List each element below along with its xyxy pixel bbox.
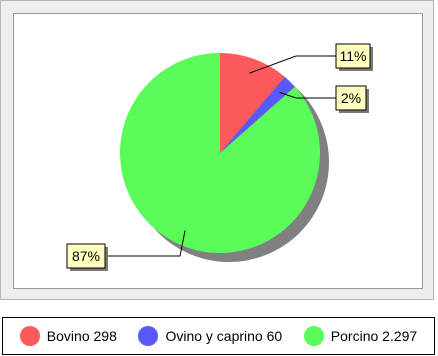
legend-value-ovino: 60 — [266, 328, 283, 344]
legend-item-ovino: Ovino y caprino 60 — [138, 326, 282, 346]
pie-slice-1 — [220, 76, 295, 153]
legend-swatch-ovino — [138, 326, 159, 346]
legend-label-bovino: Bovino — [46, 328, 90, 344]
percent-label-2: 87% — [72, 248, 100, 264]
legend-item-porcino: Porcino 2.297 — [303, 326, 418, 346]
callout-line-2 — [105, 230, 186, 257]
callout-line-0 — [249, 55, 336, 74]
legend-value-porcino: 2.297 — [382, 328, 418, 344]
legend-label-ovino: Ovino y caprino — [165, 328, 263, 344]
pie-chart: 11% 2% 87% — [66, 43, 373, 271]
callout-box-1 — [335, 85, 367, 111]
legend-value-bovino: 298 — [93, 328, 117, 344]
percent-label-1: 2% — [341, 90, 361, 106]
pie-slice-2 — [119, 53, 321, 253]
legend-swatch-bovino — [19, 326, 40, 346]
legend: Bovino 298 Ovino y caprino 60 Porcino 2.… — [2, 317, 435, 355]
callout-box-2 — [66, 243, 106, 269]
callout-line-1 — [279, 91, 336, 99]
legend-label-porcino: Porcino — [330, 328, 379, 344]
legend-item-bovino: Bovino 298 — [19, 326, 117, 346]
pie-slice-0 — [220, 53, 285, 153]
legend-swatch-porcino — [303, 326, 324, 346]
callout-box-0 — [335, 43, 371, 69]
percent-label-0: 11% — [340, 48, 367, 64]
